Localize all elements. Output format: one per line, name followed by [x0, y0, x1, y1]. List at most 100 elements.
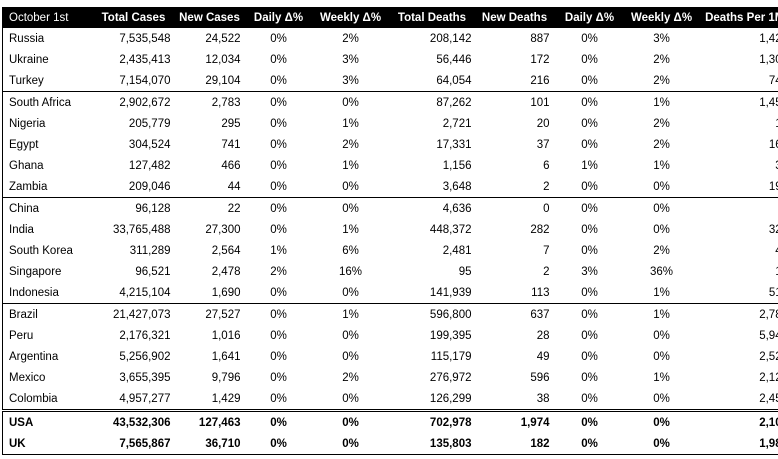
table-row: Indonesia 4,215,104 1,690 0% 0% 141,939 113 0% 1… — [3, 282, 778, 304]
cell-country: China — [2, 197, 93, 219]
cell-total-cases: 7,154,070 — [119, 74, 171, 87]
cell-total-cases: 43,532,306 — [92, 409, 175, 433]
cell-total-deaths: 702,978 — [388, 409, 476, 433]
cell-deaths-per-1m: 5,944 — [759, 329, 778, 342]
cell-deaths-per-1m: 48 — [698, 240, 778, 261]
header-new-deaths: New Deaths — [475, 7, 554, 28]
cell-new-deaths: 596 — [530, 371, 550, 384]
cell-deaths-daily-delta: 0% — [553, 303, 626, 325]
cell-total-cases: 33,765,488 — [112, 223, 171, 236]
cell-new-deaths: 2 — [543, 265, 550, 278]
cell-deaths-weekly-delta: 0% — [653, 180, 670, 193]
cell-deaths-weekly-delta: 0% — [653, 329, 670, 342]
cell-total-deaths: 135,803 — [429, 437, 472, 450]
cell-new-deaths: 637 — [475, 303, 554, 325]
cell-total-cases: 3,655,395 — [119, 371, 171, 384]
cell-deaths-weekly-delta: 1% — [653, 286, 670, 299]
cell-cases-weekly-delta: 3% — [342, 53, 359, 66]
cell-new-deaths: 7 — [543, 244, 550, 257]
cell-deaths-per-1m: 2,783 — [697, 303, 778, 325]
header-cases-daily-delta: Daily Δ% — [244, 7, 313, 28]
cell-new-cases: 295 — [221, 117, 241, 130]
cell-deaths-daily-delta: 0% — [581, 117, 598, 130]
cell-deaths-daily-delta: 0% — [553, 91, 626, 113]
cell-new-cases: 24,522 — [205, 32, 241, 45]
cell-deaths-weekly-delta: 0% — [653, 223, 670, 236]
cell-cases-daily-delta: 0% — [270, 117, 287, 130]
cell-total-deaths: 126,299 — [429, 392, 472, 405]
cell-cases-daily-delta: 0% — [270, 53, 287, 66]
table-body: Russia 7,535,548 24,522 0% 2% 208,142 887 0% 3% 1… — [2, 28, 778, 455]
table-row: Turkey 7,154,070 29,104 0% 3% 64,054 216 0% 2% 74… — [3, 70, 778, 92]
cell-total-cases: 4,215,104 — [119, 286, 171, 299]
cell-deaths-daily-delta: 0% — [581, 350, 598, 363]
cell-total-cases: 21,427,073 — [92, 303, 175, 325]
cell-cases-weekly-delta: 0% — [312, 409, 389, 433]
cell-total-deaths: 596,800 — [388, 303, 476, 325]
cell-country: India — [9, 223, 34, 236]
cell-country: Indonesia — [9, 286, 59, 299]
cell-country: Singapore — [9, 265, 62, 278]
cell-country: South Africa — [2, 91, 93, 113]
cell-total-cases: 209,046 — [128, 180, 171, 193]
cell-deaths-per-1m: 165 — [768, 138, 778, 151]
cell-total-deaths: 208,142 — [429, 32, 472, 45]
cell-new-deaths: 49 — [536, 350, 550, 363]
cell-new-deaths: 38 — [536, 392, 550, 405]
cell-total-deaths: 3,648 — [442, 180, 472, 193]
cell-total-deaths: 64,054 — [436, 74, 472, 87]
cell-cases-daily-delta: 0% — [270, 392, 287, 405]
cell-new-cases: 12,034 — [205, 53, 241, 66]
cell-new-cases: 1,641 — [211, 350, 241, 363]
cell-new-deaths: 216 — [530, 74, 550, 87]
cell-cases-weekly-delta: 0% — [312, 91, 389, 113]
cell-deaths-daily-delta: 0% — [581, 32, 598, 45]
cell-deaths-daily-delta: 0% — [553, 197, 626, 219]
cell-deaths-weekly-delta: 1% — [653, 159, 670, 172]
cell-country: Zambia — [9, 180, 48, 193]
cell-total-deaths: 141,939 — [429, 286, 472, 299]
cell-total-deaths: 115,179 — [430, 350, 472, 363]
cell-deaths-per-1m: 13 — [698, 113, 778, 134]
cell-cases-weekly-delta: 1% — [342, 117, 359, 130]
cell-new-deaths: 113 — [531, 286, 550, 299]
cell-deaths-daily-delta: 0% — [581, 244, 598, 257]
cell-cases-daily-delta: 0% — [244, 409, 313, 433]
cell-cases-daily-delta: 0% — [244, 91, 313, 113]
cell-country: Colombia — [9, 392, 58, 405]
cell-cases-weekly-delta: 1% — [312, 303, 389, 325]
cell-deaths-daily-delta: 0% — [581, 74, 598, 87]
table-row: Ukraine 2,435,413 12,034 0% 3% 56,446 172 0% 2% 1… — [3, 49, 778, 70]
header-deaths-per-1m: Deaths Per 1M — [697, 7, 778, 28]
cell-country: Mexico — [9, 371, 46, 384]
cell-cases-daily-delta: 1% — [270, 244, 287, 257]
cell-deaths-per-1m: 2,520 — [759, 350, 778, 363]
cell-cases-daily-delta: 0% — [270, 286, 287, 299]
cell-total-deaths: 276,972 — [429, 371, 472, 384]
cell-deaths-weekly-delta: 2% — [653, 117, 670, 130]
cell-deaths-weekly-delta: 2% — [653, 74, 670, 87]
cell-new-deaths: 1,974 — [475, 409, 554, 433]
table-row: India 33,765,488 27,300 0% 1% 448,372 282 0% 0% 3… — [3, 219, 778, 240]
cell-cases-weekly-delta: 0% — [342, 286, 359, 299]
cell-deaths-weekly-delta: 1% — [625, 303, 698, 325]
cell-total-deaths: 2,721 — [442, 117, 472, 130]
cell-total-deaths: 1,156 — [442, 159, 472, 172]
cell-new-cases: 1,429 — [211, 392, 241, 405]
table-row: Mexico 3,655,395 9,796 0% 2% 276,972 596 0% 1% 2,… — [3, 367, 778, 388]
cell-deaths-per-1m: 1,426 — [759, 32, 778, 45]
cell-deaths-weekly-delta: 0% — [653, 437, 670, 450]
cell-deaths-weekly-delta: 0% — [653, 350, 670, 363]
header-date: October 1st — [2, 7, 93, 28]
cell-deaths-daily-delta: 0% — [581, 223, 598, 236]
cell-new-deaths: 2 — [543, 180, 550, 193]
table-row: South Korea 311,289 2,564 1% 6% 2,481 7 0% 2% 48 — [3, 240, 778, 261]
cell-new-cases: 22 — [174, 197, 245, 219]
cell-cases-weekly-delta: 0% — [342, 437, 359, 450]
cell-total-cases: 304,524 — [128, 138, 171, 151]
cell-total-deaths: 199,395 — [429, 329, 472, 342]
cell-deaths-weekly-delta: 1% — [625, 91, 698, 113]
cell-deaths-per-1m: 192 — [768, 180, 778, 193]
cell-total-cases: 96,521 — [135, 265, 171, 278]
